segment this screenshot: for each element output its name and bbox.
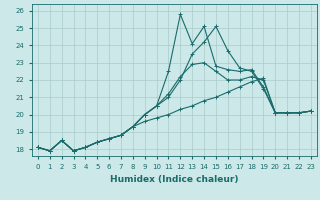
X-axis label: Humidex (Indice chaleur): Humidex (Indice chaleur) — [110, 175, 239, 184]
